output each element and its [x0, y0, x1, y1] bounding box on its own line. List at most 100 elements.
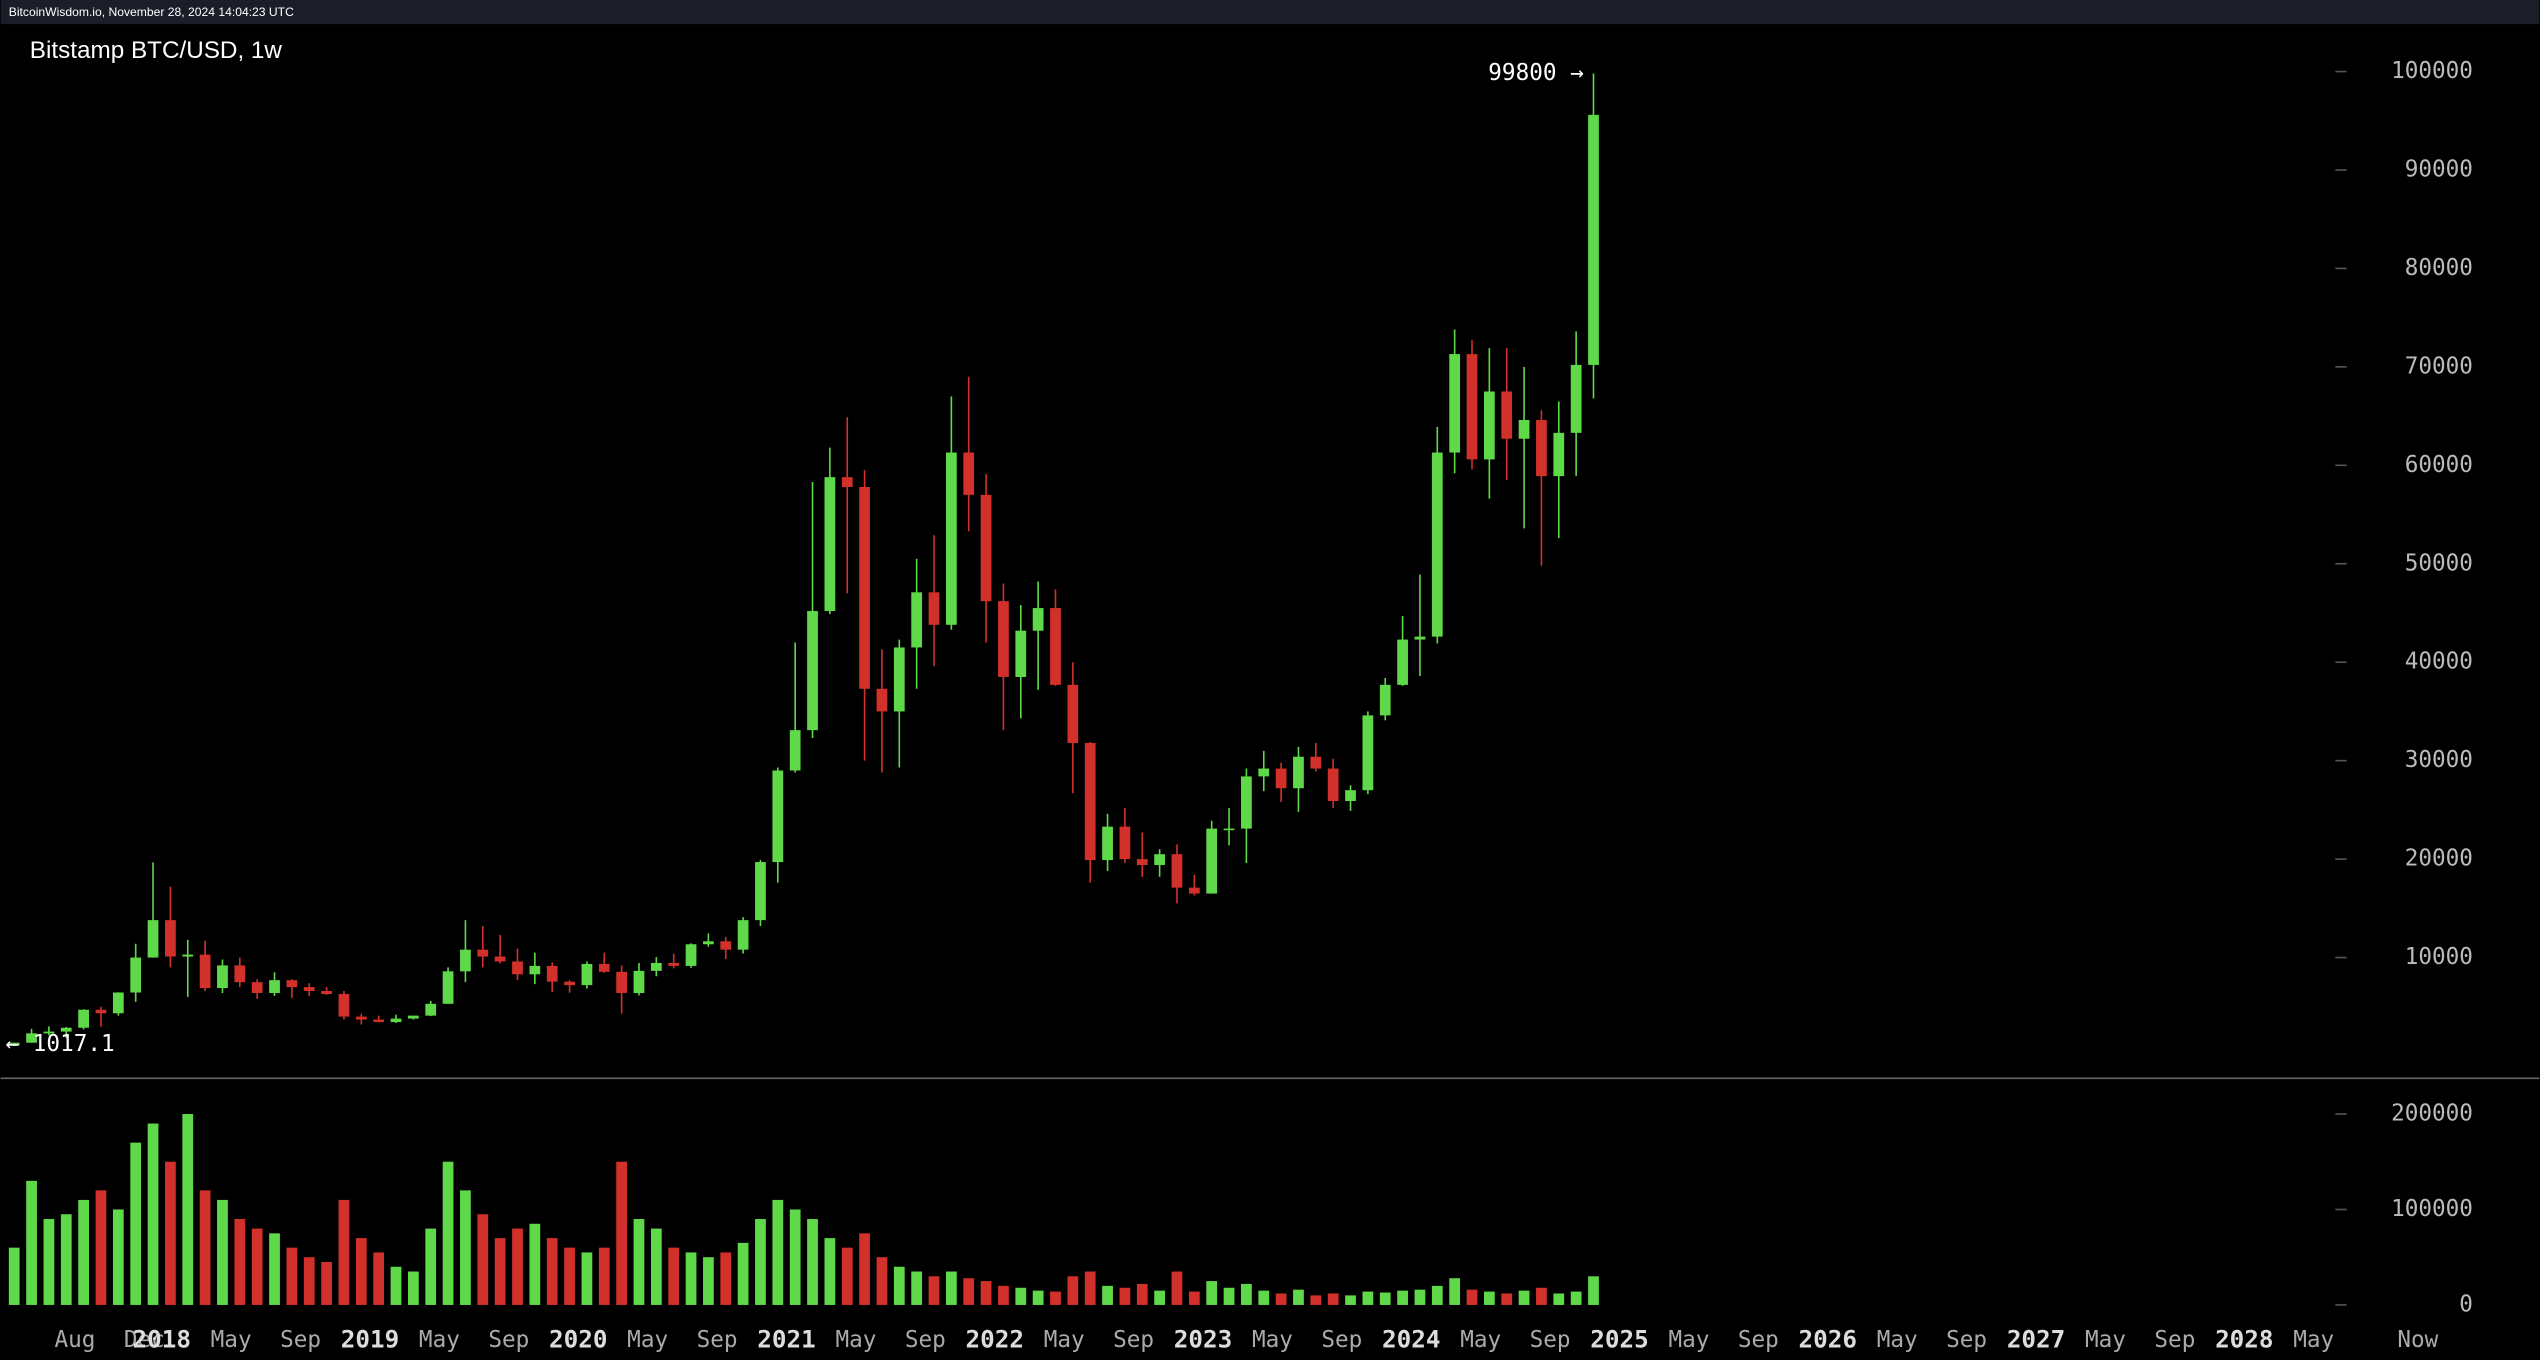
volume-bar [1084, 1271, 1096, 1305]
volume-bar [1258, 1290, 1270, 1305]
candle-body [876, 688, 888, 712]
candle-body [43, 1031, 55, 1034]
candle-body [1154, 854, 1166, 866]
candle-body [95, 1009, 107, 1014]
volume-bar [807, 1219, 818, 1305]
candle-body [1188, 887, 1200, 894]
volume-bar [737, 1242, 749, 1305]
x-tick-label: Sep [280, 1327, 321, 1353]
volume-bar [1431, 1285, 1443, 1305]
candle-body [1050, 608, 1061, 685]
y-tick-label: 100000 [2391, 1196, 2473, 1222]
candle-body [165, 920, 176, 957]
volume-bar [512, 1228, 523, 1305]
candle-body [1570, 364, 1582, 433]
y-tick-label: 90000 [2405, 156, 2473, 182]
x-tick-label: May [1460, 1327, 1501, 1353]
candle-body [1241, 776, 1252, 829]
y-tick-label: 80000 [2405, 255, 2473, 281]
candle-body [1397, 639, 1408, 685]
x-tick-label: Sep [697, 1327, 738, 1353]
volume-bar [720, 1252, 732, 1305]
x-tick-label: 2018 [132, 1325, 190, 1354]
volume-bar [1293, 1289, 1304, 1305]
volume-bar [1136, 1283, 1148, 1305]
x-tick-label: Sep [1321, 1327, 1362, 1353]
candle-body [217, 965, 228, 989]
candle-body [338, 993, 350, 1017]
x-tick-label: May [2085, 1327, 2126, 1353]
candle-body [1588, 114, 1599, 365]
candle-body [78, 1009, 90, 1028]
volume-bar [841, 1247, 853, 1305]
volume-bar [425, 1228, 437, 1305]
volume-bar [633, 1219, 645, 1305]
volume-bar [8, 1247, 20, 1305]
volume-bar [963, 1278, 975, 1305]
volume-bar [945, 1271, 957, 1305]
candle-body [1206, 828, 1218, 894]
x-tick-label: Dec [124, 1327, 165, 1353]
candle-body [824, 477, 836, 612]
x-tick-label: 2027 [2007, 1325, 2065, 1354]
candle-body [112, 992, 124, 1014]
volume-bar [668, 1247, 680, 1305]
volume-bar [1466, 1289, 1478, 1305]
candle-body [1345, 790, 1356, 802]
x-tick-label: 2020 [549, 1325, 607, 1354]
candle-body [789, 730, 801, 771]
x-tick-label: Sep [1530, 1327, 1571, 1353]
y-tick-label: 0 [2459, 1291, 2473, 1317]
volume-bar [373, 1252, 385, 1305]
candle-body [1379, 684, 1391, 716]
candle-body [945, 452, 957, 625]
candle-body [251, 982, 263, 993]
candle-body [26, 1033, 37, 1043]
y-tick-label: 30000 [2405, 747, 2473, 773]
x-tick-label: May [211, 1327, 252, 1353]
candle-body [1466, 354, 1478, 460]
x-tick-label: Sep [488, 1327, 529, 1353]
volume-bar [1397, 1290, 1408, 1305]
volume-bar [1241, 1283, 1252, 1305]
candle-body [1067, 684, 1079, 743]
x-tick-label: Now [2397, 1327, 2438, 1353]
candle-body [234, 965, 246, 983]
candle-body [1536, 420, 1547, 477]
x-tick-label: 2028 [2215, 1325, 2273, 1354]
volume-bar [234, 1219, 246, 1305]
annotation-max: 99800 → [1488, 60, 1583, 86]
volume-bar [1501, 1293, 1513, 1305]
volume-bar [616, 1161, 628, 1305]
volume-bar [251, 1228, 263, 1305]
candle-body [720, 941, 732, 950]
y-tick-label: 100000 [2391, 58, 2473, 84]
annotation-min: ← 1017.1 [6, 1031, 115, 1057]
y-tick-label: 50000 [2405, 550, 2473, 576]
candle-body [477, 949, 489, 957]
candle-body [1223, 828, 1235, 831]
x-tick-label: 2023 [1174, 1325, 1232, 1354]
candle-body [373, 1019, 385, 1023]
volume-bar [1536, 1287, 1547, 1305]
candle-body [963, 452, 975, 495]
x-tick-label: Sep [1113, 1327, 1154, 1353]
candle-body [1119, 826, 1131, 860]
candle-body [911, 592, 923, 648]
candle-body [1449, 354, 1461, 453]
volume-bar [1067, 1276, 1079, 1305]
volume-bar [78, 1199, 90, 1305]
candle-body [321, 991, 332, 994]
candle-body [703, 941, 714, 945]
candle-body [928, 592, 940, 625]
volume-bar [1345, 1295, 1356, 1305]
candle-body [1084, 742, 1096, 861]
volume-bar [303, 1257, 315, 1305]
volume-bar [494, 1238, 506, 1305]
volume-bar [460, 1190, 471, 1305]
chart-background [0, 24, 2540, 1360]
candle-body [598, 963, 610, 972]
candle-body [1310, 756, 1322, 769]
volume-bar [1518, 1290, 1530, 1305]
candle-body [390, 1018, 402, 1023]
